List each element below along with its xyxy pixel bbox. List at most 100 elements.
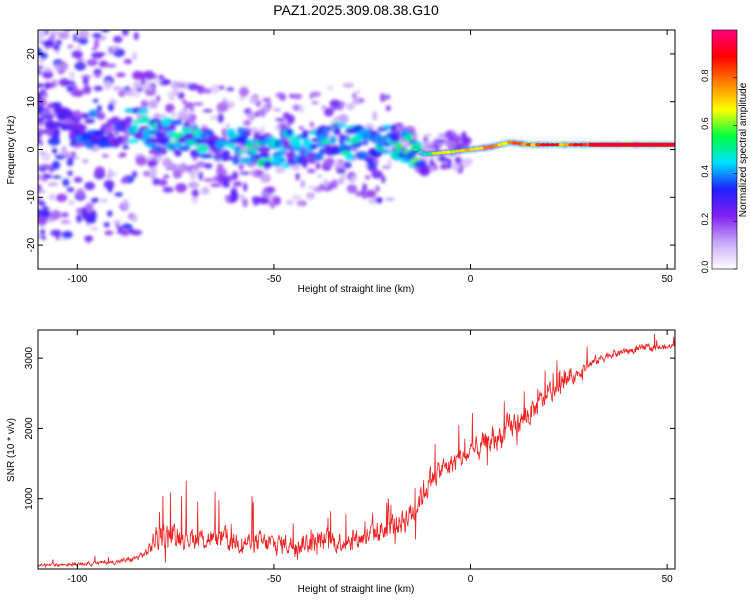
spectrogram-ridge-blob [370,135,378,143]
spectrogram-noise-blob [140,76,146,86]
spectrogram-noise-blob [321,185,333,192]
spectrogram-ridge-blob [333,128,341,136]
spectrogram-noise-blob [192,156,198,161]
spectrogram-noise-blob [306,192,315,200]
spectrogram-x-label: Height of straight line (km) [298,284,415,295]
spectrogram-noise-blob [49,30,61,35]
snr-series-line [38,333,675,569]
spectrogram-noise-blob [451,163,461,172]
spectrogram-ridge-blob [120,136,130,145]
spectrogram-noise-blob [38,168,48,172]
spectrogram-noise-blob [112,86,122,90]
spectrogram-noise-blob [66,85,74,92]
spectrogram-noise-blob [42,66,53,72]
spectrogram-ridge-blob [96,112,106,121]
spectrogram-noise-blob [72,156,80,160]
spectrogram-noise-blob [200,187,210,196]
spectrogram-noise-blob [109,46,118,52]
spectrogram-tail-blob [549,143,556,147]
spectrogram-noise-blob [461,136,472,146]
spectrogram-noise-blob [327,85,334,91]
spectrogram-ridge-blob [183,132,197,140]
spectrogram-ridge-blob [81,133,91,141]
spectrogram-noise-blob [342,82,355,88]
spectrogram-noise-blob [42,93,49,98]
spectrogram-tail-blob [469,147,476,151]
spectrogram-noise-blob [273,108,282,112]
spectrogram-noise-blob [82,158,89,164]
spectrogram-noise-blob [77,36,89,45]
spectrogram-noise-blob [132,70,144,81]
spectrogram-noise-blob [62,178,70,187]
spectrogram-noise-blob [93,85,104,92]
spectrogram-ridge-blob [206,129,214,137]
spectrogram-noise-blob [337,177,344,185]
spectrogram-noise-blob [75,188,85,198]
snr-x-tick-label: 0 [468,574,474,585]
spectrogram-noise-blob [375,185,380,192]
spectrogram-noise-blob [35,17,42,25]
spectrogram-noise-blob [34,15,44,21]
spectrogram-noise-blob [37,21,44,25]
spectrogram-noise-blob [60,220,71,224]
spectrogram-noise-blob [148,159,158,167]
spectrogram-noise-blob [336,168,346,174]
spectrogram-noise-blob [441,162,447,170]
spectrogram-noise-blob [47,182,59,187]
spectrogram-ridge-blob [169,119,183,126]
spectrogram-noise-blob [82,85,92,95]
spectrogram-noise-blob [350,175,356,184]
spectrogram-noise-blob [232,181,243,187]
spectrogram-ridge-blob [245,143,254,150]
spectrogram-ridge-blob [184,127,193,133]
spectrogram-noise-blob [158,178,168,187]
spectrogram-ridge-blob [151,145,163,151]
spectrogram-ridge-blob [178,145,191,152]
snr-y-label: SNR (10 * v/v) [6,418,17,482]
spectrogram-noise-blob [336,159,345,164]
spectrogram-noise-blob [386,94,391,100]
spectrogram-ridge-blob [264,157,273,162]
spectrogram-noise-blob [163,79,172,85]
spectrogram-noise-blob [54,154,66,160]
spectrogram-noise-blob [36,11,46,16]
spectrogram-noise-blob [123,58,133,65]
spectrogram-noise-blob [100,14,107,23]
spectrogram-noise-blob [50,229,62,237]
spectrogram-ridge-blob [38,136,40,144]
spectrogram-noise-blob [343,161,352,169]
spectrogram-ridge-blob [81,113,90,119]
spectrogram-y-tick-label: -10 [26,190,37,205]
spectrogram-noise-blob [170,163,181,172]
spectrogram-noise-blob [216,101,229,112]
spectrogram-noise-blob [242,182,248,192]
spectrogram-ridge-blob [156,139,171,145]
snr-plot-area [38,330,675,569]
spectrogram-noise-blob [66,187,75,193]
spectrogram-noise-blob [163,174,170,179]
spectrogram-tail-blob [464,148,471,152]
spectrogram-noise-blob [249,169,256,176]
spectrogram-noise-blob [177,92,185,100]
spectrogram-noise-blob [162,157,172,167]
spectrogram-ridge-blob [280,162,291,169]
spectrogram-noise-blob [447,161,453,169]
spectrogram-noise-blob [285,200,294,205]
spectrogram-noise-blob [38,174,45,181]
spectrogram-noise-blob [352,92,357,100]
spectrogram-ridge-blob [375,133,382,140]
spectrogram-noise-blob [149,166,158,177]
spectrogram-noise-blob [222,182,231,188]
spectrogram-noise-blob [55,193,68,203]
spectrogram-noise-blob [38,189,47,194]
spectrogram-noise-blob [187,83,199,91]
spectrogram-ridge-blob [262,160,273,168]
snr-panel: -100 -50 0 50 1000 2000 3000 Height of straig… [6,329,676,595]
spectrogram-noise-blob [401,143,413,147]
spectrogram-noise-blob [71,50,83,59]
spectrogram-ridge-blob [380,148,391,155]
spectrogram-ridge-blob [319,148,326,155]
spectrogram-ridge-blob [52,121,63,128]
spectrogram-noise-blob [298,201,304,206]
snr-x-tick-label: -100 [67,574,87,585]
